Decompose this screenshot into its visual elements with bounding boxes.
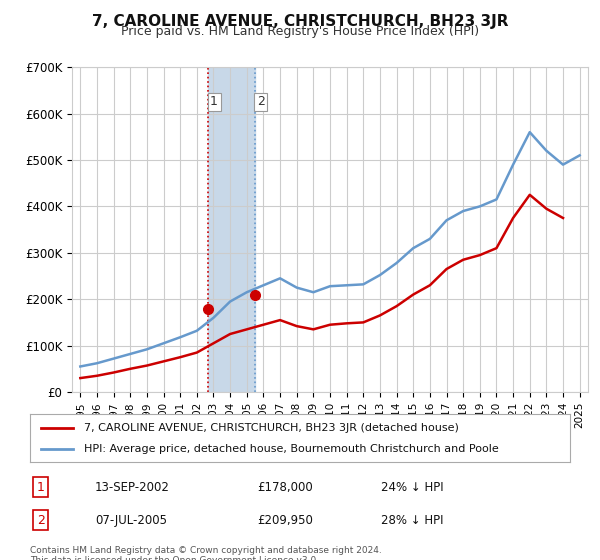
Text: 28% ↓ HPI: 28% ↓ HPI [381,514,443,526]
Text: 7, CAROLINE AVENUE, CHRISTCHURCH, BH23 3JR (detached house): 7, CAROLINE AVENUE, CHRISTCHURCH, BH23 3… [84,423,459,433]
Text: 1: 1 [37,480,45,494]
Text: £178,000: £178,000 [257,480,313,494]
Text: Price paid vs. HM Land Registry's House Price Index (HPI): Price paid vs. HM Land Registry's House … [121,25,479,38]
Bar [208,67,255,392]
Text: £209,950: £209,950 [257,514,313,526]
Text: 24% ↓ HPI: 24% ↓ HPI [381,480,443,494]
Text: 07-JUL-2005: 07-JUL-2005 [95,514,167,526]
Text: 7, CAROLINE AVENUE, CHRISTCHURCH, BH23 3JR: 7, CAROLINE AVENUE, CHRISTCHURCH, BH23 3… [92,14,508,29]
Text: 1: 1 [210,95,218,108]
Text: 2: 2 [257,95,265,108]
Text: HPI: Average price, detached house, Bournemouth Christchurch and Poole: HPI: Average price, detached house, Bour… [84,444,499,454]
Text: 13-SEP-2002: 13-SEP-2002 [95,480,170,494]
Text: 2: 2 [37,514,45,526]
Text: Contains HM Land Registry data © Crown copyright and database right 2024.
This d: Contains HM Land Registry data © Crown c… [30,546,382,560]
